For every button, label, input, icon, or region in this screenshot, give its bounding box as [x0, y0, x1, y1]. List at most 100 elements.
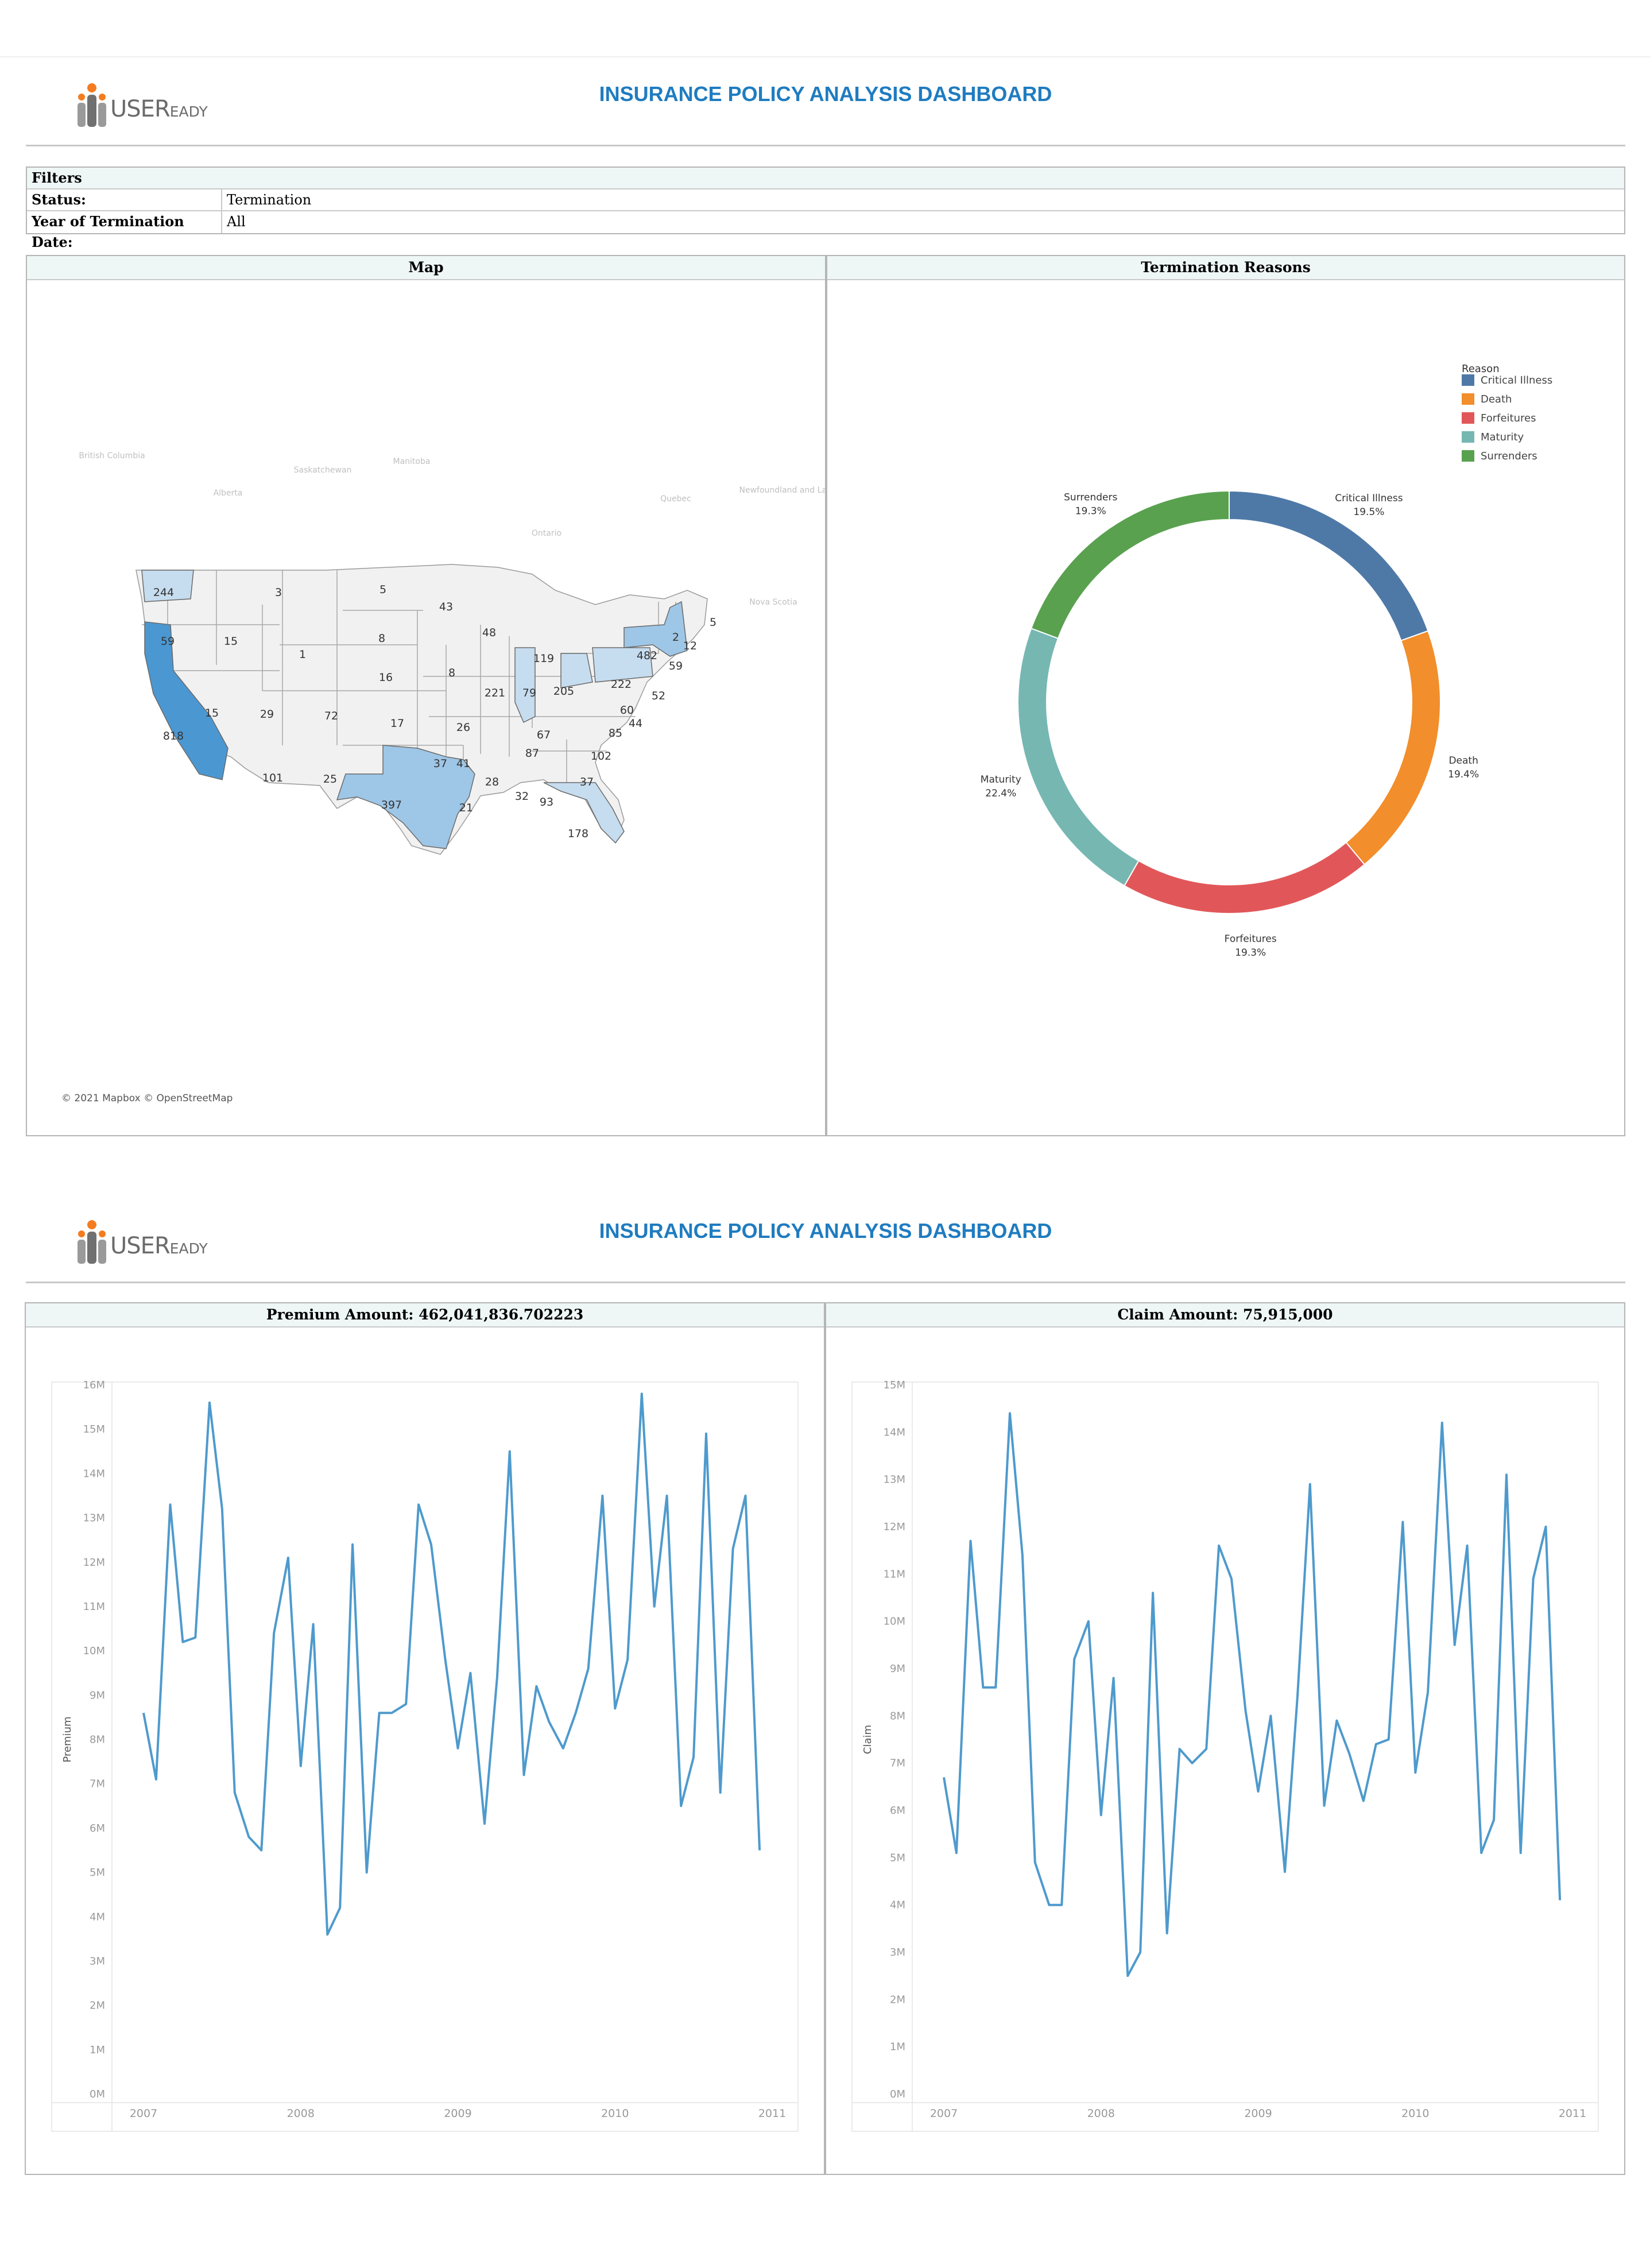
y-tick-label: 2M	[90, 2000, 105, 2012]
x-tick-label: 2008	[1087, 2107, 1115, 2120]
dashboard-title-2: INSURANCE POLICY ANALYSIS DASHBOARD	[599, 1219, 1052, 1243]
state-value-label: 15	[205, 707, 219, 719]
state-value-label: 25	[323, 773, 337, 785]
region-label: British Columbia	[79, 451, 145, 460]
y-tick-label: 6M	[890, 1805, 905, 1817]
y-tick-label: 16M	[83, 1379, 105, 1391]
state-value-label: 32	[515, 790, 529, 803]
y-tick-label: 4M	[890, 1899, 905, 1911]
y-tick-label: 8M	[90, 1734, 105, 1746]
state-value-label: 41	[456, 757, 470, 770]
x-tick-label: 2010	[601, 2107, 629, 2120]
donut-slice[interactable]	[1229, 490, 1429, 641]
y-tick-label: 12M	[83, 1557, 105, 1569]
state-value-label: 67	[537, 729, 551, 741]
region-label: Ontario	[532, 529, 561, 538]
state-value-label: 482	[637, 649, 657, 662]
y-tick-label: 15M	[83, 1423, 105, 1435]
legend-item-label[interactable]: Death	[1481, 393, 1512, 405]
donut-slice-pct: 19.5%	[1353, 506, 1384, 518]
state-value-label: 5	[379, 583, 386, 596]
dashboard-header-2: USEREADY INSURANCE POLICY ANALYSIS DASHB…	[26, 1197, 1625, 1283]
top-bar	[0, 0, 1650, 57]
filter-row-status: Status: Termination	[27, 189, 1624, 211]
y-tick-label: 3M	[890, 1946, 905, 1959]
legend-item-label[interactable]: Critical Illness	[1481, 374, 1552, 386]
state-value-label: 244	[153, 586, 174, 599]
y-tick-label: 1M	[890, 2041, 905, 2053]
premium-line-chart[interactable]: 0M 1M 2M 3M 4M 5M 6M 7M 8M 9M 10M 11M 12M 13M 14M 15M 16…	[26, 1327, 824, 2174]
state-value-label: 17	[390, 717, 404, 730]
y-tick-label: 0M	[890, 2088, 905, 2100]
state-value-label: 222	[611, 678, 632, 691]
state-value-label: 44	[629, 717, 642, 730]
region-label: Saskatchewan	[294, 466, 352, 475]
claim-line-chart[interactable]: 0M 1M 2M 3M 4M 5M 6M 7M 8M 9M 10M 11M 12M 13M 14M 15M 20…	[826, 1327, 1624, 2174]
premium-panel-title: Premium Amount: 462,041,836.702223	[26, 1303, 824, 1327]
donut-slice[interactable]	[1124, 841, 1366, 914]
y-tick-label: 12M	[884, 1521, 905, 1533]
x-tick-label: 2007	[930, 2107, 958, 2120]
filters-table: Filters Status: Termination Year of Term…	[26, 167, 1625, 250]
region-label: Newfoundland and Labrador	[739, 486, 825, 495]
state-value-label: 37	[580, 776, 594, 788]
region-label: Quebec	[660, 494, 691, 504]
y-axis-label: Claim	[862, 1725, 874, 1754]
y-tick-label: 10M	[83, 1645, 105, 1657]
region-labels: British Columbia Alberta Saskatchewan Ma…	[79, 451, 825, 607]
legend-swatch	[1462, 431, 1474, 443]
state-value-label: 818	[163, 730, 184, 742]
state-value-label: 101	[262, 772, 283, 784]
y-tick-label: 4M	[90, 1911, 105, 1923]
state-value-label: 205	[553, 685, 574, 698]
series-line[interactable]	[943, 1412, 1562, 1977]
legend-swatch	[1462, 412, 1474, 424]
state-value-label: 15	[224, 635, 238, 648]
y-tick-label: 13M	[884, 1474, 905, 1486]
series-line[interactable]	[142, 1392, 761, 1936]
legend-item-label[interactable]: Forfeitures	[1481, 412, 1536, 424]
state-value-label: 102	[591, 750, 611, 763]
x-tick-label: 2009	[444, 2107, 471, 2120]
y-tick-label: 5M	[90, 1867, 105, 1879]
state-value-label: 12	[683, 640, 697, 652]
donut-slice-pct: 19.3%	[1075, 506, 1106, 517]
state-value-label: 59	[669, 660, 683, 672]
state-value-label: 178	[568, 827, 588, 840]
termination-donut-chart[interactable]: Reason Critical Illness Death Forfeitures M…	[827, 280, 1624, 1135]
us-map[interactable]: British Columbia Alberta Saskatchewan Ma…	[27, 280, 825, 1135]
state-value-label: 221	[485, 687, 505, 699]
region-label: Manitoba	[393, 457, 431, 466]
donut-panel-title: Termination Reasons	[827, 256, 1624, 280]
y-tick-label: 1M	[90, 2044, 105, 2056]
y-tick-label: 11M	[83, 1601, 105, 1613]
x-tick-label: 2007	[130, 2107, 157, 2120]
y-tick-label: 0M	[90, 2088, 105, 2100]
legend-item-label[interactable]: Maturity	[1481, 431, 1524, 443]
y-tick-label: 6M	[90, 1822, 105, 1834]
state-value-label: 87	[525, 747, 539, 760]
claim-panel-title: Claim Amount: 75,915,000	[826, 1303, 1624, 1327]
y-tick-label: 9M	[890, 1663, 905, 1675]
state-value-label: 2	[672, 631, 679, 644]
filters-heading: Filters	[27, 168, 1624, 189]
donut-slice-label: Maturity	[981, 774, 1021, 785]
filter-row-year: Year of Termination Date: All	[27, 211, 1624, 250]
state-value-label: 28	[485, 776, 499, 788]
legend-item-label[interactable]: Surrenders	[1481, 450, 1537, 462]
y-tick-label: 15M	[884, 1379, 905, 1391]
donut-slice-label: Critical Illness	[1335, 493, 1403, 504]
y-tick-label: 7M	[90, 1778, 105, 1790]
donut-slice[interactable]	[1017, 628, 1140, 887]
map-panel: Map	[26, 255, 826, 1136]
y-tick-label: 11M	[884, 1568, 905, 1580]
state-value-label: 16	[379, 671, 393, 684]
x-tick-label: 2009	[1244, 2107, 1272, 2120]
donut-slice[interactable]	[1030, 490, 1230, 640]
state-value-label: 3	[275, 586, 282, 599]
donut-slice[interactable]	[1345, 630, 1441, 866]
y-tick-label: 13M	[83, 1512, 105, 1524]
state-value-label: 397	[381, 799, 402, 811]
legend-swatch	[1462, 450, 1474, 462]
state-value-label: 26	[456, 721, 470, 734]
